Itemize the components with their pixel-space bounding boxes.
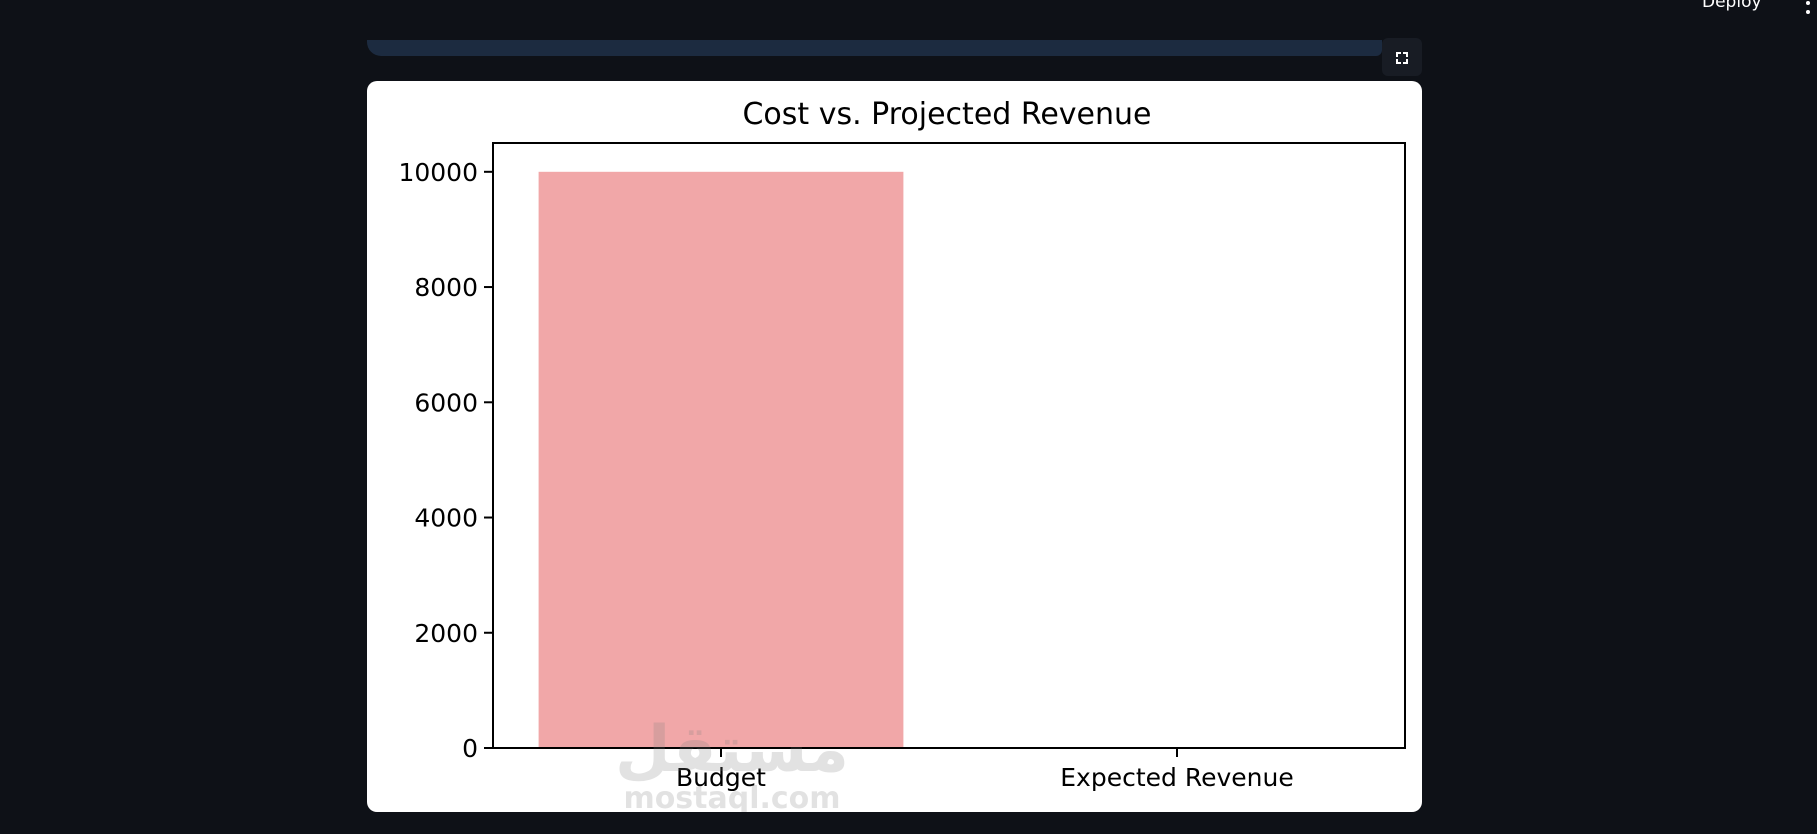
- plot-frame: [492, 142, 1406, 749]
- y-tick-label: 2000: [414, 619, 478, 648]
- y-tick-label: 0: [462, 734, 478, 763]
- chart-card: Cost vs. Projected Revenue 0 2000 4000 6000…: [367, 81, 1422, 812]
- kebab-vertical-icon[interactable]: [1802, 0, 1814, 14]
- chart-title: Cost vs. Projected Revenue: [742, 97, 1151, 132]
- watermark: مستقل mostaql.com: [615, 713, 849, 812]
- y-tick-label: 10000: [398, 158, 478, 187]
- y-tick-label: 6000: [414, 388, 478, 417]
- y-tick-label: 8000: [414, 273, 478, 302]
- watermark-arabic: مستقل: [615, 713, 849, 787]
- x-tick-label: Expected Revenue: [1060, 763, 1293, 792]
- fullscreen-button[interactable]: [1382, 38, 1422, 76]
- bars-group: [538, 171, 904, 749]
- y-axis-ticks: 0 2000 4000 6000 8000 10000: [398, 158, 493, 763]
- fullscreen-icon: [1396, 52, 1408, 64]
- x-tick-label: Budget: [676, 763, 766, 792]
- x-axis-ticks: Budget Expected Revenue: [676, 748, 1294, 792]
- previous-element-bar: [367, 40, 1382, 56]
- bar-budget: [538, 171, 904, 749]
- bar-chart: Cost vs. Projected Revenue 0 2000 4000 6000…: [398, 97, 1406, 812]
- watermark-latin: mostaql.com: [623, 781, 840, 812]
- y-tick-label: 4000: [414, 504, 478, 533]
- deploy-button[interactable]: Deploy: [1690, 0, 1774, 14]
